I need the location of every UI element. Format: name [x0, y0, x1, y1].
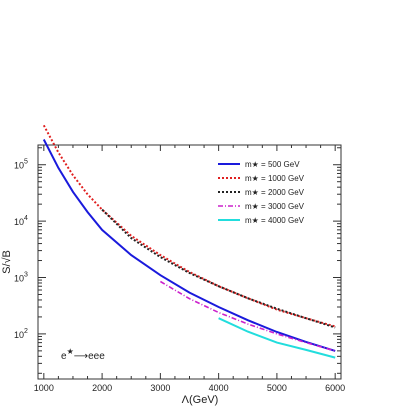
axis-ticks: 1000 2000 3000 4000 5000 6000 102 103 104 105 [14, 145, 345, 393]
x-tick-label: 6000 [325, 383, 345, 393]
y-axis-label: S/√B [1, 250, 13, 274]
series-line-5 [218, 317, 336, 359]
x-tick-label: 1000 [34, 383, 54, 393]
legend-label-3: m★ = 2000 GeV [245, 188, 305, 197]
y-tick-label: 105 [14, 159, 28, 171]
x-tick-label: 4000 [209, 383, 229, 393]
legend-label-1: m★ = 500 GeV [245, 160, 300, 169]
series-line-4 [159, 280, 336, 352]
y-tick-label: 104 [14, 215, 28, 227]
x-axis-label: Λ(GeV) [182, 394, 219, 406]
legend-label-2: m★ = 1000 GeV [245, 174, 305, 183]
legend-label-4: m★ = 3000 GeV [245, 202, 305, 211]
annotation-arrow: ⟶ [74, 351, 88, 362]
x-tick-label: 3000 [150, 383, 170, 393]
legend: m★ = 500 GeV m★ = 1000 GeV m★ = 2000 GeV m★… [218, 160, 305, 225]
annotation-base: e [61, 351, 67, 362]
annotation-star: ★ [67, 347, 74, 356]
x-tick-label: 2000 [92, 383, 112, 393]
annotation-tail: eee [88, 351, 105, 362]
series-line-1 [42, 139, 336, 352]
x-tick-label: 5000 [267, 383, 287, 393]
process-annotation: e★⟶eee [61, 347, 105, 362]
y-tick-label: 103 [14, 272, 28, 284]
series-layer [42, 124, 336, 359]
series-line-2 [42, 124, 336, 328]
legend-label-5: m★ = 4000 GeV [245, 216, 305, 225]
y-tick-label: 102 [14, 328, 28, 340]
series-line-3 [101, 208, 336, 329]
